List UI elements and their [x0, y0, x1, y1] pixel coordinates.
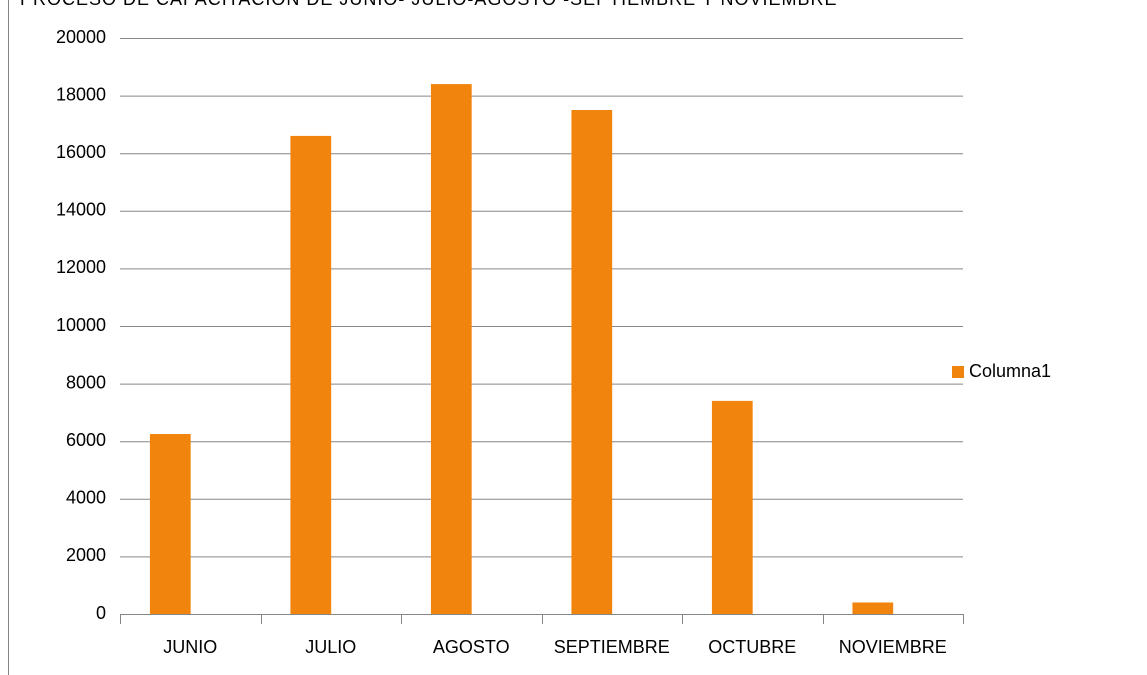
x-tick-label: AGOSTO: [433, 637, 510, 657]
bar: [430, 84, 472, 614]
bar: [852, 602, 894, 614]
legend-swatch: [952, 366, 964, 378]
y-tick-label: 8000: [66, 372, 106, 392]
y-tick-label: 10000: [56, 315, 106, 335]
x-tick-label: NOVIEMBRE: [839, 637, 947, 657]
y-tick-label: 20000: [56, 27, 106, 47]
x-tick-label: JUNIO: [163, 637, 217, 657]
chart-title: PROCESO DE CAPACITACION DE JUNIO- JULIO-…: [20, 0, 837, 9]
y-tick-label: 18000: [56, 84, 106, 104]
bar: [290, 135, 332, 615]
legend-label: Columna1: [969, 361, 1051, 381]
y-tick-label: 0: [96, 603, 106, 623]
y-tick-label: 4000: [66, 488, 106, 508]
x-tick-label: SEPTIEMBRE: [554, 637, 670, 657]
y-tick-label: 16000: [56, 142, 106, 162]
y-tick-label: 2000: [66, 545, 106, 565]
bar: [149, 434, 191, 614]
y-tick-label: 14000: [56, 200, 106, 220]
y-tick-label: 12000: [56, 257, 106, 277]
y-tick-label: 6000: [66, 430, 106, 450]
x-tick-label: JULIO: [305, 637, 356, 657]
x-tick-label: OCTUBRE: [708, 637, 796, 657]
bar: [711, 400, 753, 614]
bar: [571, 110, 613, 614]
